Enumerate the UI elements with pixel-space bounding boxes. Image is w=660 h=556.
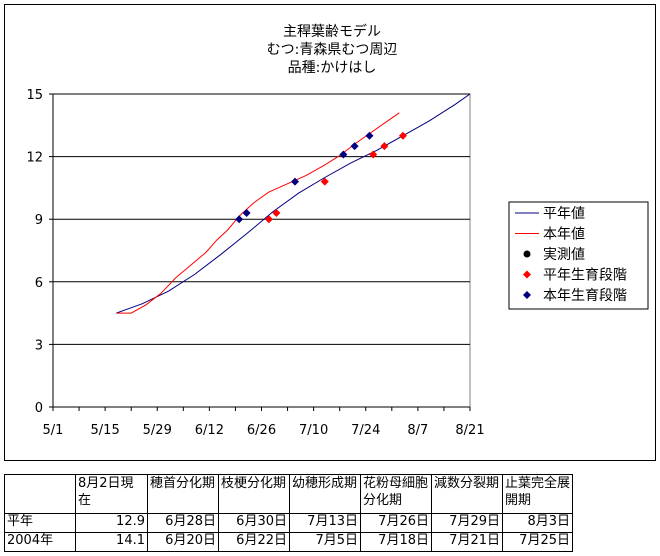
legend-box: [508, 201, 649, 310]
table-cell: 12.9: [75, 513, 148, 533]
table-header-cell: 花粉母細胞分化期: [360, 474, 432, 514]
table-header-cell: [4, 474, 76, 514]
data-point: [339, 150, 348, 159]
chart-title-line: むつ:青森県むつ周辺: [267, 42, 398, 58]
x-tick-label: 6/12: [195, 423, 224, 438]
legend-label: 本年値: [543, 227, 585, 243]
table-cell: 7月18日: [360, 532, 432, 552]
y-tick-label: 15: [26, 88, 43, 103]
table-header-cell: 止葉完全展開期: [502, 474, 573, 514]
table-header-row: 8月2日現在 穂首分化期 枝梗分化期 幼穂形成期 花粉母細胞分化期 減数分裂期 …: [4, 474, 573, 514]
x-tick-label: 7/10: [299, 423, 328, 438]
table-cell: 14.1: [75, 532, 148, 552]
table-row: 2004年 14.1 6月20日 6月22日 7月5日 7月18日 7月21日 …: [4, 532, 573, 552]
table-cell: 6月28日: [147, 513, 219, 533]
legend-label: 実測値: [543, 247, 585, 263]
plot-area: [52, 93, 471, 408]
table-header-cell: 幼穂形成期: [289, 474, 361, 514]
series-line: [116, 93, 471, 314]
data-point: [398, 131, 407, 140]
table-cell: 6月20日: [147, 532, 219, 552]
axes: 0 3 6 9 12 15 5/1 5/15 5/29 6/12 6/26 7/10 7/24 8/7 8/…: [26, 88, 484, 438]
table-cell: 7月13日: [289, 513, 361, 533]
series-markers: [235, 131, 407, 224]
table-cell: 6月30日: [218, 513, 290, 533]
legend-swatch: [523, 270, 531, 279]
stage-table: 8月2日現在 穂首分化期 枝梗分化期 幼穂形成期 花粉母細胞分化期 減数分裂期 …: [4, 474, 573, 552]
y-tick-label: 0: [35, 401, 43, 416]
x-tick-label: 5/1: [43, 423, 64, 438]
chart-title-line: 主稈葉齢モデル: [283, 23, 381, 40]
legend-swatch: [523, 250, 531, 258]
chart-frame: 主稈葉齢モデルむつ:青森県むつ周辺 品種:かけはし 0 3 6 9 12 15 5/1 5/15…: [4, 4, 656, 461]
table-cell: 7月21日: [431, 532, 503, 552]
legend-label: 本年生育段階: [543, 288, 627, 304]
data-point: [369, 150, 378, 159]
table-cell: 8月3日: [502, 513, 573, 533]
table-header-cell: 穂首分化期: [147, 474, 219, 514]
table-cell: 7月25日: [502, 532, 573, 552]
data-point: [242, 208, 251, 217]
chart-title-line: 品種:かけはし: [288, 60, 377, 76]
table-row-label: 平年: [4, 513, 76, 533]
data-point: [235, 215, 244, 224]
y-tick-label: 12: [26, 151, 43, 166]
x-tick-label: 7/24: [351, 423, 380, 438]
y-tick-label: 6: [35, 276, 43, 291]
y-tick-label: 3: [35, 338, 43, 353]
table-header-cell: 枝梗分化期: [218, 474, 290, 514]
x-tick-label: 5/29: [143, 423, 172, 438]
table-cell: 6月22日: [218, 532, 290, 552]
data-point: [365, 131, 374, 140]
x-tick-label: 5/15: [91, 423, 120, 438]
legend-label: 平年生育段階: [543, 268, 627, 284]
table-header-cell: 8月2日現在: [75, 474, 148, 514]
data-point: [320, 177, 329, 186]
legend-swatch: [523, 291, 531, 299]
table-cell: 7月29日: [431, 513, 503, 533]
data-point: [350, 142, 359, 151]
data-point: [272, 208, 281, 217]
table-row: 平年 12.9 6月28日 6月30日 7月13日 7月26日 7月29日 8月…: [4, 513, 573, 533]
table-row-label: 2004年: [4, 532, 76, 552]
y-tick-label: 9: [35, 213, 43, 228]
table-header-cell: 減数分裂期: [431, 474, 503, 514]
data-point: [264, 215, 273, 224]
x-tick-label: 8/21: [455, 423, 484, 438]
data-point: [291, 177, 300, 186]
x-tick-label: 6/26: [247, 423, 276, 438]
x-tick-label: 8/7: [407, 423, 428, 438]
data-point: [380, 142, 389, 151]
table-cell: 7月5日: [289, 532, 361, 552]
legend-label: 平年値: [543, 206, 585, 222]
table-cell: 7月26日: [360, 513, 432, 533]
